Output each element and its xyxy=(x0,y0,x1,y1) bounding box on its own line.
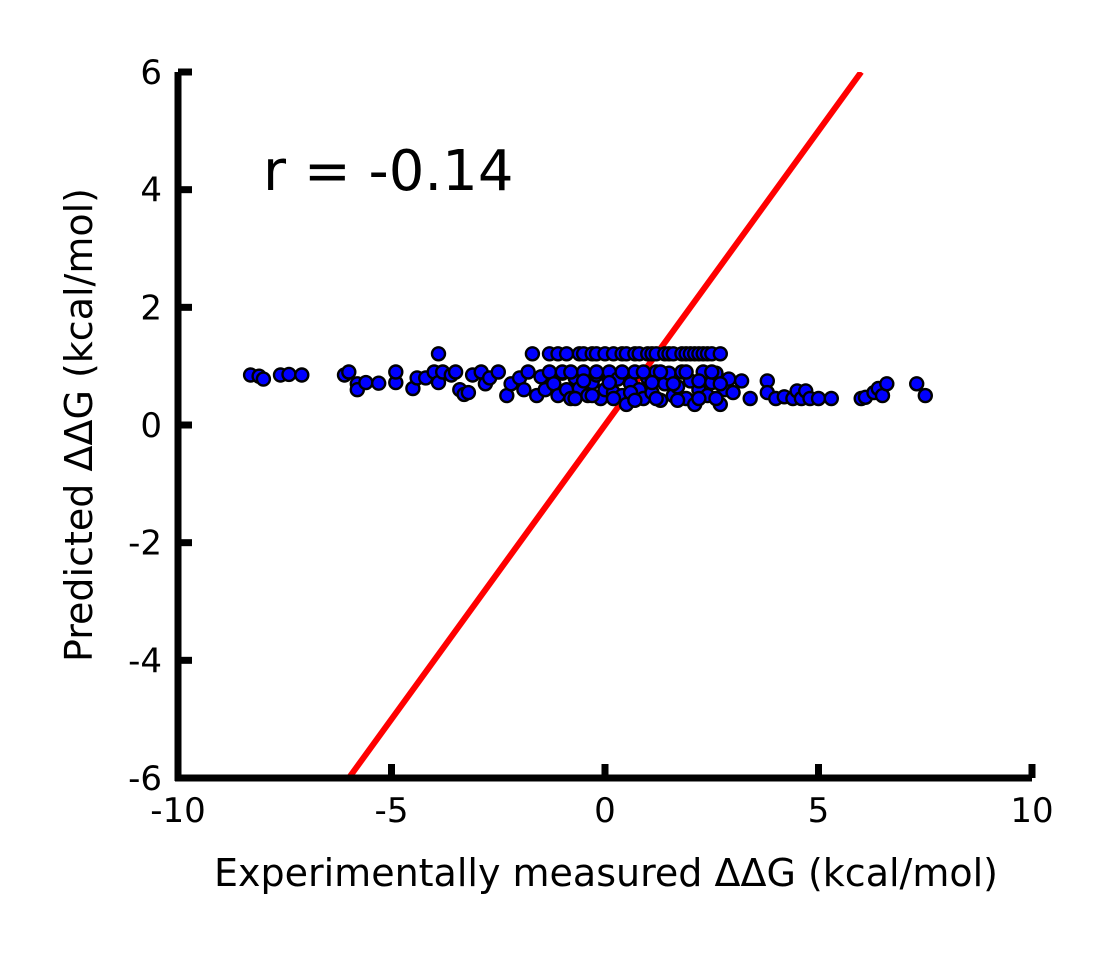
data-point xyxy=(635,364,652,380)
data-point xyxy=(652,364,669,380)
y-tick-label: 2 xyxy=(140,288,162,328)
data-point xyxy=(614,364,630,380)
y-tick-label: -6 xyxy=(128,759,162,799)
data-point xyxy=(733,373,750,389)
x-tick-label: 5 xyxy=(808,791,830,831)
data-point xyxy=(691,373,707,389)
data-point xyxy=(648,390,664,407)
data-point xyxy=(447,364,464,380)
data-point xyxy=(588,364,605,380)
data-point xyxy=(725,384,741,401)
data-point xyxy=(742,390,758,407)
data-point xyxy=(563,364,579,380)
data-point xyxy=(917,387,933,404)
data-point xyxy=(567,390,583,407)
y-tick-label: -2 xyxy=(128,524,162,564)
y-tick-label: 6 xyxy=(140,53,162,93)
data-point xyxy=(644,374,660,391)
data-point xyxy=(584,387,600,404)
y-tick-label: 0 xyxy=(140,406,162,446)
data-point xyxy=(520,364,536,380)
data-point xyxy=(665,376,681,392)
data-point xyxy=(294,367,310,383)
x-tick-label: 10 xyxy=(1010,791,1053,831)
correlation-annotation: r = -0.14 xyxy=(263,139,513,204)
data-point xyxy=(255,371,272,387)
data-point xyxy=(678,364,694,380)
data-point xyxy=(558,346,575,362)
data-point xyxy=(810,390,827,407)
scatter-points-layer xyxy=(242,346,933,413)
data-point xyxy=(601,374,617,391)
axes-layer: -10 -5 0 5 10 -6 -4 -2 0 2 4 6 xyxy=(128,53,1054,831)
data-point xyxy=(358,374,374,391)
data-point xyxy=(388,364,404,380)
x-tick-label: -5 xyxy=(375,791,409,831)
data-point xyxy=(909,376,925,392)
data-point xyxy=(605,390,622,407)
data-point xyxy=(712,346,728,362)
data-point xyxy=(704,364,720,380)
data-point xyxy=(823,390,839,407)
data-point xyxy=(708,390,724,407)
data-point xyxy=(712,376,728,392)
y-tick-label: -4 xyxy=(128,641,162,681)
data-point xyxy=(524,346,541,362)
data-point xyxy=(516,382,532,398)
reference-line-layer xyxy=(346,72,864,778)
x-tick-label: 0 xyxy=(594,791,616,831)
data-point xyxy=(430,346,447,362)
data-point xyxy=(460,384,477,401)
data-point xyxy=(669,392,686,408)
reference-line xyxy=(346,72,864,778)
y-tick-label: 4 xyxy=(140,171,162,211)
data-point xyxy=(281,366,297,383)
data-point xyxy=(879,376,895,392)
x-axis-title: Experimentally measured ΔΔG (kcal/mol) xyxy=(214,851,998,895)
data-point xyxy=(691,390,707,407)
data-point xyxy=(575,373,592,389)
data-point xyxy=(371,375,387,391)
y-axis-title: Predicted ΔΔG (kcal/mol) xyxy=(57,188,101,662)
labels-layer: r = -0.14 Experimentally measured ΔΔG (k… xyxy=(57,139,998,895)
data-point xyxy=(627,392,643,408)
data-point xyxy=(341,364,357,380)
x-tick-label: -10 xyxy=(150,791,206,831)
data-point xyxy=(490,364,506,380)
